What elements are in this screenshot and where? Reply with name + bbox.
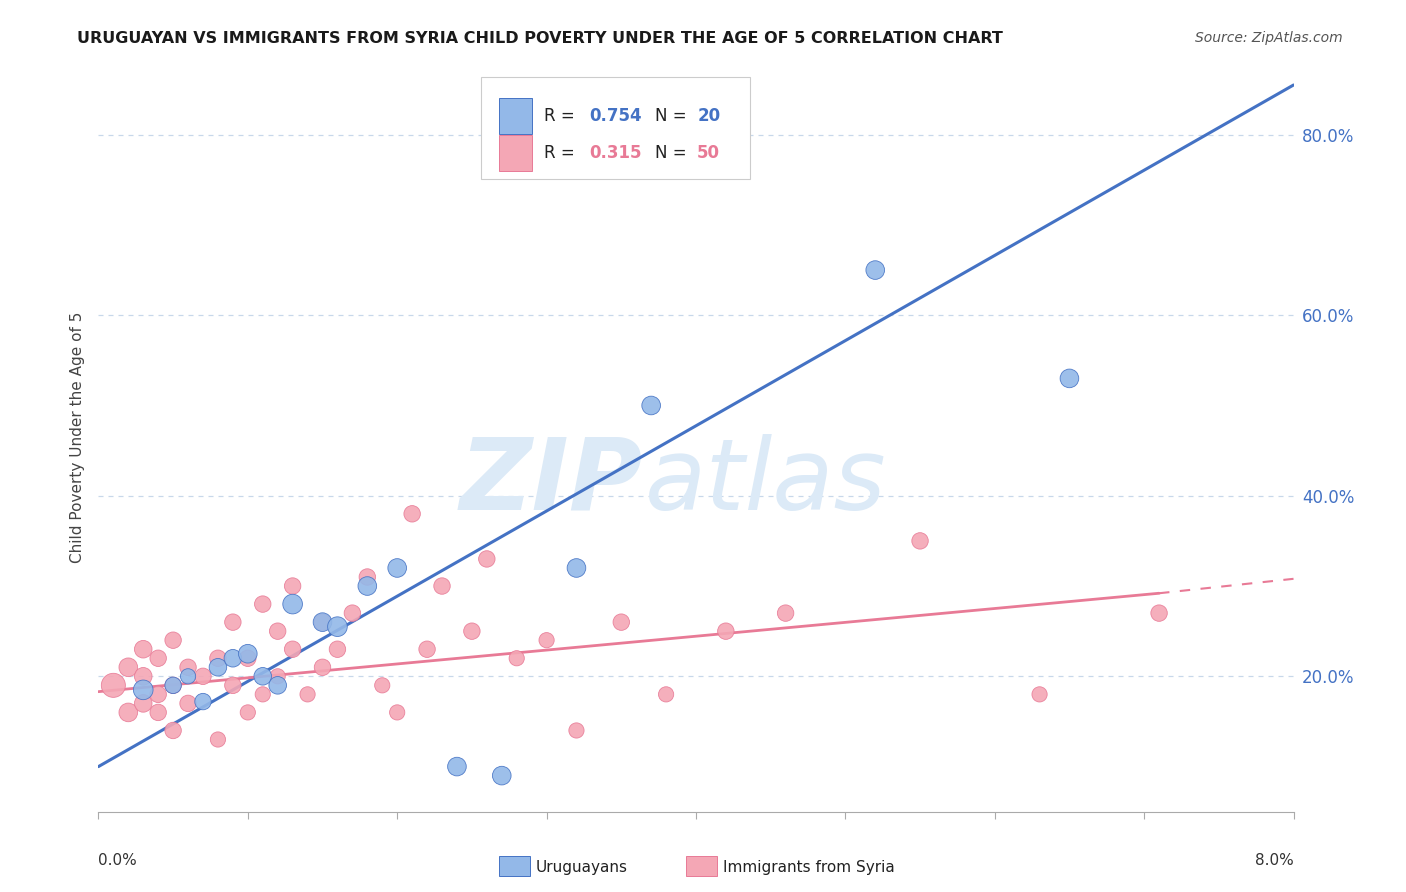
Point — [267, 624, 290, 639]
Point — [1028, 687, 1050, 701]
Text: R =: R = — [544, 145, 585, 162]
Point — [1059, 371, 1081, 385]
Point — [326, 642, 349, 657]
Point — [162, 678, 184, 692]
Point — [148, 706, 170, 720]
Point — [132, 642, 155, 657]
Y-axis label: Child Poverty Under the Age of 5: Child Poverty Under the Age of 5 — [69, 311, 84, 563]
Point — [908, 533, 931, 548]
Point — [640, 399, 662, 413]
Point — [132, 669, 155, 683]
Point — [236, 647, 259, 661]
Point — [610, 615, 633, 629]
Point — [297, 687, 319, 701]
Point — [506, 651, 529, 665]
Text: R =: R = — [544, 107, 581, 125]
Point — [148, 687, 170, 701]
Point — [385, 706, 409, 720]
Point — [281, 579, 304, 593]
FancyBboxPatch shape — [499, 97, 533, 134]
Point — [162, 633, 184, 648]
Point — [356, 579, 378, 593]
FancyBboxPatch shape — [499, 135, 533, 171]
Point — [222, 651, 245, 665]
Point — [446, 759, 468, 773]
Point — [236, 706, 259, 720]
Point — [430, 579, 453, 593]
Point — [252, 687, 274, 701]
Point — [565, 723, 588, 738]
Point — [191, 669, 214, 683]
Point — [416, 642, 439, 657]
Point — [775, 606, 797, 620]
Point — [385, 561, 409, 575]
Point — [267, 678, 290, 692]
Point — [491, 769, 513, 783]
Point — [222, 678, 245, 692]
Point — [103, 678, 125, 692]
Point — [132, 682, 155, 697]
Point — [117, 706, 139, 720]
Point — [461, 624, 484, 639]
Point — [177, 669, 200, 683]
Text: 0.315: 0.315 — [589, 145, 643, 162]
Point — [207, 651, 229, 665]
Point — [311, 615, 333, 629]
Point — [222, 615, 245, 629]
Point — [565, 561, 588, 575]
Point — [236, 651, 259, 665]
Point — [475, 552, 498, 566]
Text: URUGUAYAN VS IMMIGRANTS FROM SYRIA CHILD POVERTY UNDER THE AGE OF 5 CORRELATION : URUGUAYAN VS IMMIGRANTS FROM SYRIA CHILD… — [77, 31, 1004, 46]
Text: 0.754: 0.754 — [589, 107, 643, 125]
Point — [252, 669, 274, 683]
Point — [356, 570, 378, 584]
Point — [207, 660, 229, 674]
Point — [1147, 606, 1170, 620]
Point — [281, 597, 304, 611]
Text: Source: ZipAtlas.com: Source: ZipAtlas.com — [1195, 31, 1343, 45]
Point — [536, 633, 558, 648]
Point — [655, 687, 678, 701]
Point — [177, 697, 200, 711]
Text: ZIP: ZIP — [460, 434, 643, 531]
Point — [207, 732, 229, 747]
Text: N =: N = — [655, 107, 692, 125]
Point — [132, 697, 155, 711]
Text: N =: N = — [655, 145, 692, 162]
Point — [267, 669, 290, 683]
Point — [342, 606, 364, 620]
Text: Immigrants from Syria: Immigrants from Syria — [723, 860, 894, 874]
Point — [162, 723, 184, 738]
Point — [401, 507, 423, 521]
Point — [714, 624, 737, 639]
Point — [371, 678, 394, 692]
Point — [191, 695, 214, 709]
Point — [117, 660, 139, 674]
Point — [326, 620, 349, 634]
Text: 50: 50 — [697, 145, 720, 162]
Text: 8.0%: 8.0% — [1254, 853, 1294, 868]
Point — [865, 263, 887, 277]
Point — [148, 651, 170, 665]
Point — [311, 660, 333, 674]
Point — [252, 597, 274, 611]
Point — [162, 678, 184, 692]
Point — [177, 660, 200, 674]
Text: Uruguayans: Uruguayans — [536, 860, 627, 874]
Text: 0.0%: 0.0% — [98, 853, 138, 868]
Point — [311, 615, 333, 629]
Text: 20: 20 — [697, 107, 720, 125]
Text: atlas: atlas — [644, 434, 886, 531]
FancyBboxPatch shape — [481, 78, 749, 178]
Point — [281, 642, 304, 657]
